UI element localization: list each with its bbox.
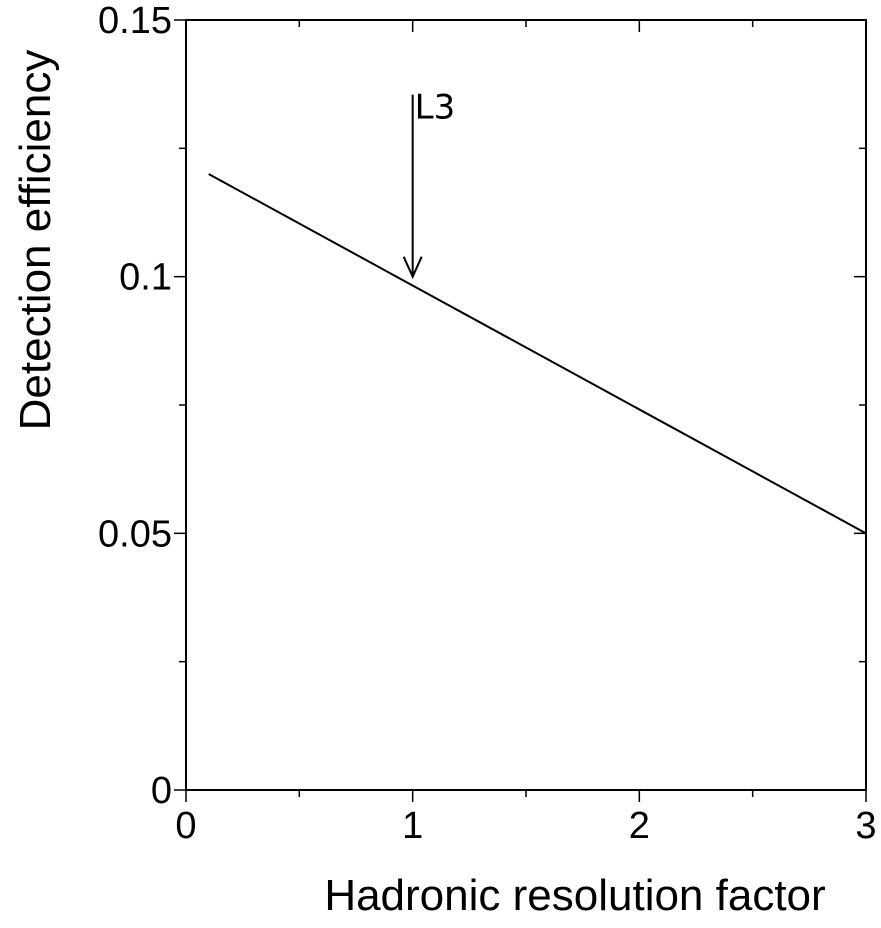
series-line <box>208 173 867 535</box>
plot-frame <box>185 19 867 791</box>
x-axis-title: Hadronic resolution factor <box>324 871 825 920</box>
annotation-label: L3 <box>415 88 456 128</box>
x-tick-label: 2 <box>629 805 650 847</box>
annotations: L3 <box>402 88 456 280</box>
axis-ticks <box>174 19 867 802</box>
x-tick-label: 3 <box>855 805 876 847</box>
series-group <box>208 173 867 535</box>
plot-border <box>185 19 867 791</box>
y-tick-labels: 0 0.05 0.1 0.15 <box>98 0 172 812</box>
y-tick-label: 0 <box>151 770 172 812</box>
y-tick-label: 0.15 <box>98 0 172 42</box>
y-tick-label: 0.1 <box>119 257 172 299</box>
y-axis-title: Detection efficiency <box>11 50 60 431</box>
arrow-head <box>402 256 423 280</box>
x-tick-label: 0 <box>175 805 196 847</box>
y-tick-label: 0.05 <box>98 513 172 555</box>
x-tick-label: 1 <box>402 805 423 847</box>
x-tick-labels: 0 1 2 3 <box>175 805 876 847</box>
